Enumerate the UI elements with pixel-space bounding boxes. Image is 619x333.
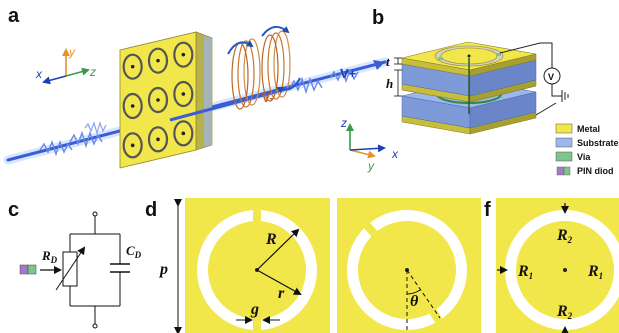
axis-b-z: z (340, 116, 347, 130)
axes-b: z y x (340, 116, 399, 173)
axis-b-y: y (367, 159, 375, 173)
label-p: p (158, 261, 168, 278)
label-h: h (386, 76, 393, 91)
voltage-label: V (548, 72, 554, 82)
panel-e: e θ (337, 198, 481, 333)
unit-cell-via (130, 104, 135, 108)
voltage-source: V (499, 42, 569, 116)
label-r2-top: R2 (556, 227, 573, 245)
unit-cell-via (181, 52, 186, 57)
axis-a-z: z (89, 65, 96, 79)
unit-cell-via (156, 58, 160, 63)
label-v-minus: V- (262, 91, 273, 105)
unit-cell-via (181, 131, 186, 136)
label-cd: CD (126, 243, 142, 260)
axis-a-y: y (68, 45, 76, 59)
legend-metal: Metal (577, 124, 600, 134)
unit-cell-via (156, 137, 160, 142)
panel-d: d p R r g (145, 198, 330, 333)
metasurface (118, 31, 214, 169)
panel-label-b: b (372, 7, 384, 29)
panel-f: f R2 R2 R1 R1 (484, 198, 619, 333)
panel-b: b t h (340, 7, 619, 176)
label-r2-bottom: R2 (556, 303, 573, 321)
legend-pin-diode: PIN diod (577, 166, 614, 176)
unit-cell-via (130, 143, 135, 148)
label-R: R (265, 231, 277, 248)
equivalent-circuit: RD CD (41, 211, 142, 329)
legend-substrate: Substrate (577, 138, 619, 148)
label-rd: RD (41, 248, 58, 265)
unit-cell-via (130, 64, 135, 69)
helical-wave-plus (261, 25, 301, 102)
axis-a-x: x (35, 67, 43, 81)
label-t: t (386, 54, 390, 69)
label-r1-right: R1 (587, 263, 603, 281)
label-r: r (278, 285, 285, 302)
legend-via: Via (577, 152, 591, 162)
label-g: g (250, 301, 259, 318)
meta-unit-cells (122, 41, 194, 159)
helical-wave-minus (227, 38, 261, 110)
label-theta: θ (410, 293, 419, 310)
pin-diode-icon (19, 264, 37, 275)
panel-label-f: f (484, 199, 491, 221)
panel-a: a y z x (3, 5, 390, 169)
unit-cell-via (156, 98, 160, 102)
axis-b-x: x (391, 147, 399, 161)
legend-swatch-substrate (555, 137, 573, 148)
label-r1-left: R1 (517, 263, 533, 281)
axes-a: y z x (35, 45, 96, 85)
unit-cell-via (181, 92, 186, 96)
legend: Metal Substrate Via PIN diod (555, 123, 619, 176)
panel-c: c RD CD (8, 199, 142, 329)
panel-label-d: d (145, 199, 157, 221)
label-v-plus: V+ (340, 66, 357, 81)
pin-diode-icon (556, 166, 571, 176)
panel-label-a: a (8, 5, 20, 27)
panel-label-c: c (8, 199, 19, 221)
legend-swatch-metal (555, 123, 573, 134)
legend-swatch-via (555, 151, 573, 162)
